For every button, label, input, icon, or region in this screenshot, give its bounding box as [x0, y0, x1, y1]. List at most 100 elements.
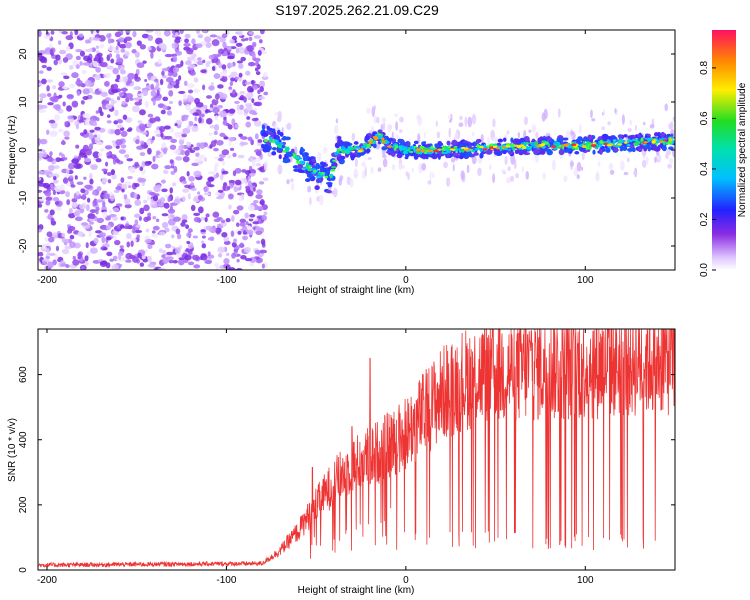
spectrogram-noise-blob: [85, 242, 89, 249]
spectrogram-noise-blob: [166, 251, 174, 256]
spectrogram-track-blob: [261, 124, 266, 131]
spectrogram-core-blob: [329, 173, 334, 176]
spectrogram-halo-blob: [471, 132, 475, 137]
spectrogram-track-blob: [562, 137, 569, 141]
spectrogram-noise-blob: [63, 75, 70, 80]
spectrogram-noise-blob: [168, 100, 174, 105]
spectrogram-hot-blob: [617, 143, 622, 146]
spectrogram-noise-blob: [88, 48, 93, 52]
spectrogram-noise-blob: [186, 171, 190, 177]
spectrogram-core-blob: [369, 139, 374, 142]
spectrogram-halo-blob: [573, 167, 578, 177]
spectrogram-halo-blob: [576, 161, 582, 172]
spectrogram-xtick-label: -100: [216, 275, 236, 286]
spectrogram-noise-blob: [137, 120, 143, 124]
spectrogram-noise-blob: [245, 70, 251, 76]
spectrogram-noise-blob: [193, 216, 200, 223]
spectrogram-noise-blob: [239, 104, 244, 111]
snr-xtick-label: 0: [403, 575, 409, 586]
spectrogram-noise-blob: [238, 133, 243, 138]
spectrogram-noise-blob: [134, 51, 140, 58]
spectrogram-core-blob: [348, 150, 351, 154]
spectrogram-hot-blob: [668, 138, 673, 142]
spectrogram-halo-blob: [394, 113, 398, 117]
spectrogram-core-blob: [582, 141, 585, 145]
spectrogram-noise-blob: [197, 194, 203, 201]
spectrogram-noise-blob: [244, 81, 252, 85]
spectrogram-noise-blob: [255, 194, 263, 200]
spectrogram-noise-blob: [74, 30, 79, 36]
spectrogram-halo-blob: [307, 185, 312, 193]
spectrogram-noise-blob: [133, 213, 141, 218]
spectrogram-noise-blob: [80, 100, 85, 105]
spectrogram-noise-blob: [136, 145, 144, 150]
spectrogram-noise-blob: [105, 103, 113, 110]
spectrogram-hot-blob: [462, 147, 468, 150]
spectrogram-halo-blob: [570, 130, 575, 136]
spectrogram-halo-blob: [354, 157, 358, 168]
spectrogram-noise-blob: [257, 218, 262, 224]
spectrogram-noise-blob: [118, 91, 125, 97]
spectrogram-noise-blob: [174, 30, 179, 33]
spectrogram-halo-blob: [318, 194, 324, 206]
spectrogram-noise-blob: [174, 247, 181, 255]
spectrogram-noise-blob: [38, 109, 46, 113]
spectrogram-halo-blob: [382, 158, 388, 168]
spectrogram-noise-blob: [218, 62, 223, 69]
spectrogram-noise-blob: [95, 199, 104, 203]
spectrogram-halo-blob: [576, 174, 580, 180]
spectrogram-noise-blob: [219, 93, 228, 100]
spectrogram-noise-blob: [106, 251, 113, 257]
spectrogram-halo-blob: [664, 103, 668, 112]
spectrogram-noise-blob: [161, 179, 166, 184]
spectrogram-noise-blob: [173, 166, 178, 173]
spectrogram-noise-blob: [217, 253, 223, 258]
spectrogram-noise-blob: [106, 236, 112, 241]
spectrogram-core-blob: [292, 152, 297, 155]
spectrogram-track-blob: [479, 152, 484, 159]
spectrogram-track-blob: [650, 147, 658, 151]
spectrogram-halo-blob: [501, 169, 506, 174]
spectrogram-noise-blob: [133, 183, 140, 188]
spectrogram-halo-blob: [471, 113, 477, 125]
spectrogram-marks: [38, 30, 675, 270]
spectrogram-noise-blob: [162, 105, 168, 111]
spectrogram-track-blob: [546, 149, 553, 156]
spectrogram-halo-blob: [467, 116, 473, 128]
spectrogram-noise-blob: [172, 259, 178, 264]
spectrogram-track-blob: [558, 149, 565, 156]
spectrogram-noise-blob: [239, 136, 248, 140]
spectrogram-noise-blob: [221, 170, 229, 175]
spectrogram-noise-blob: [251, 52, 256, 59]
spectrogram-track-blob: [451, 139, 458, 145]
spectrogram-noise-blob: [157, 267, 166, 270]
spectrogram-core-blob: [525, 141, 529, 145]
spectrogram-track-blob: [285, 151, 293, 158]
spectrogram-noise-blob: [57, 128, 64, 133]
spectrogram-halo-blob: [443, 161, 449, 169]
spectrogram-noise-blob: [214, 115, 219, 121]
spectrogram-noise-blob: [134, 86, 139, 91]
spectrogram-noise-blob: [192, 197, 200, 203]
spectrogram-track-blob: [534, 147, 541, 154]
spectrogram-noise-blob: [71, 72, 79, 79]
spectrogram-noise-blob: [184, 254, 192, 261]
spectrogram-noise-blob: [93, 130, 98, 134]
spectrogram-core-blob: [409, 150, 414, 153]
spectrogram-noise-blob: [205, 61, 210, 68]
spectrogram-track-blob: [353, 141, 359, 145]
spectrogram-noise-blob: [123, 225, 131, 230]
spectrogram-noise-blob: [237, 154, 245, 159]
spectrogram-noise-blob: [137, 90, 141, 95]
spectrogram-halo-blob: [609, 169, 615, 175]
spectrogram-noise-blob: [51, 96, 59, 103]
spectrogram-noise-blob: [209, 107, 213, 112]
spectrogram-hot-blob: [501, 146, 506, 149]
spectrogram-core-blob: [474, 147, 479, 151]
spectrogram-noise-blob: [217, 84, 224, 89]
spectrogram-track-blob: [266, 125, 270, 131]
spectrogram-noise-blob: [228, 179, 235, 184]
spectrogram-halo-blob: [492, 173, 496, 184]
spectrogram-ytick-label: 10: [18, 96, 29, 108]
spectrogram-noise-blob: [186, 240, 191, 245]
